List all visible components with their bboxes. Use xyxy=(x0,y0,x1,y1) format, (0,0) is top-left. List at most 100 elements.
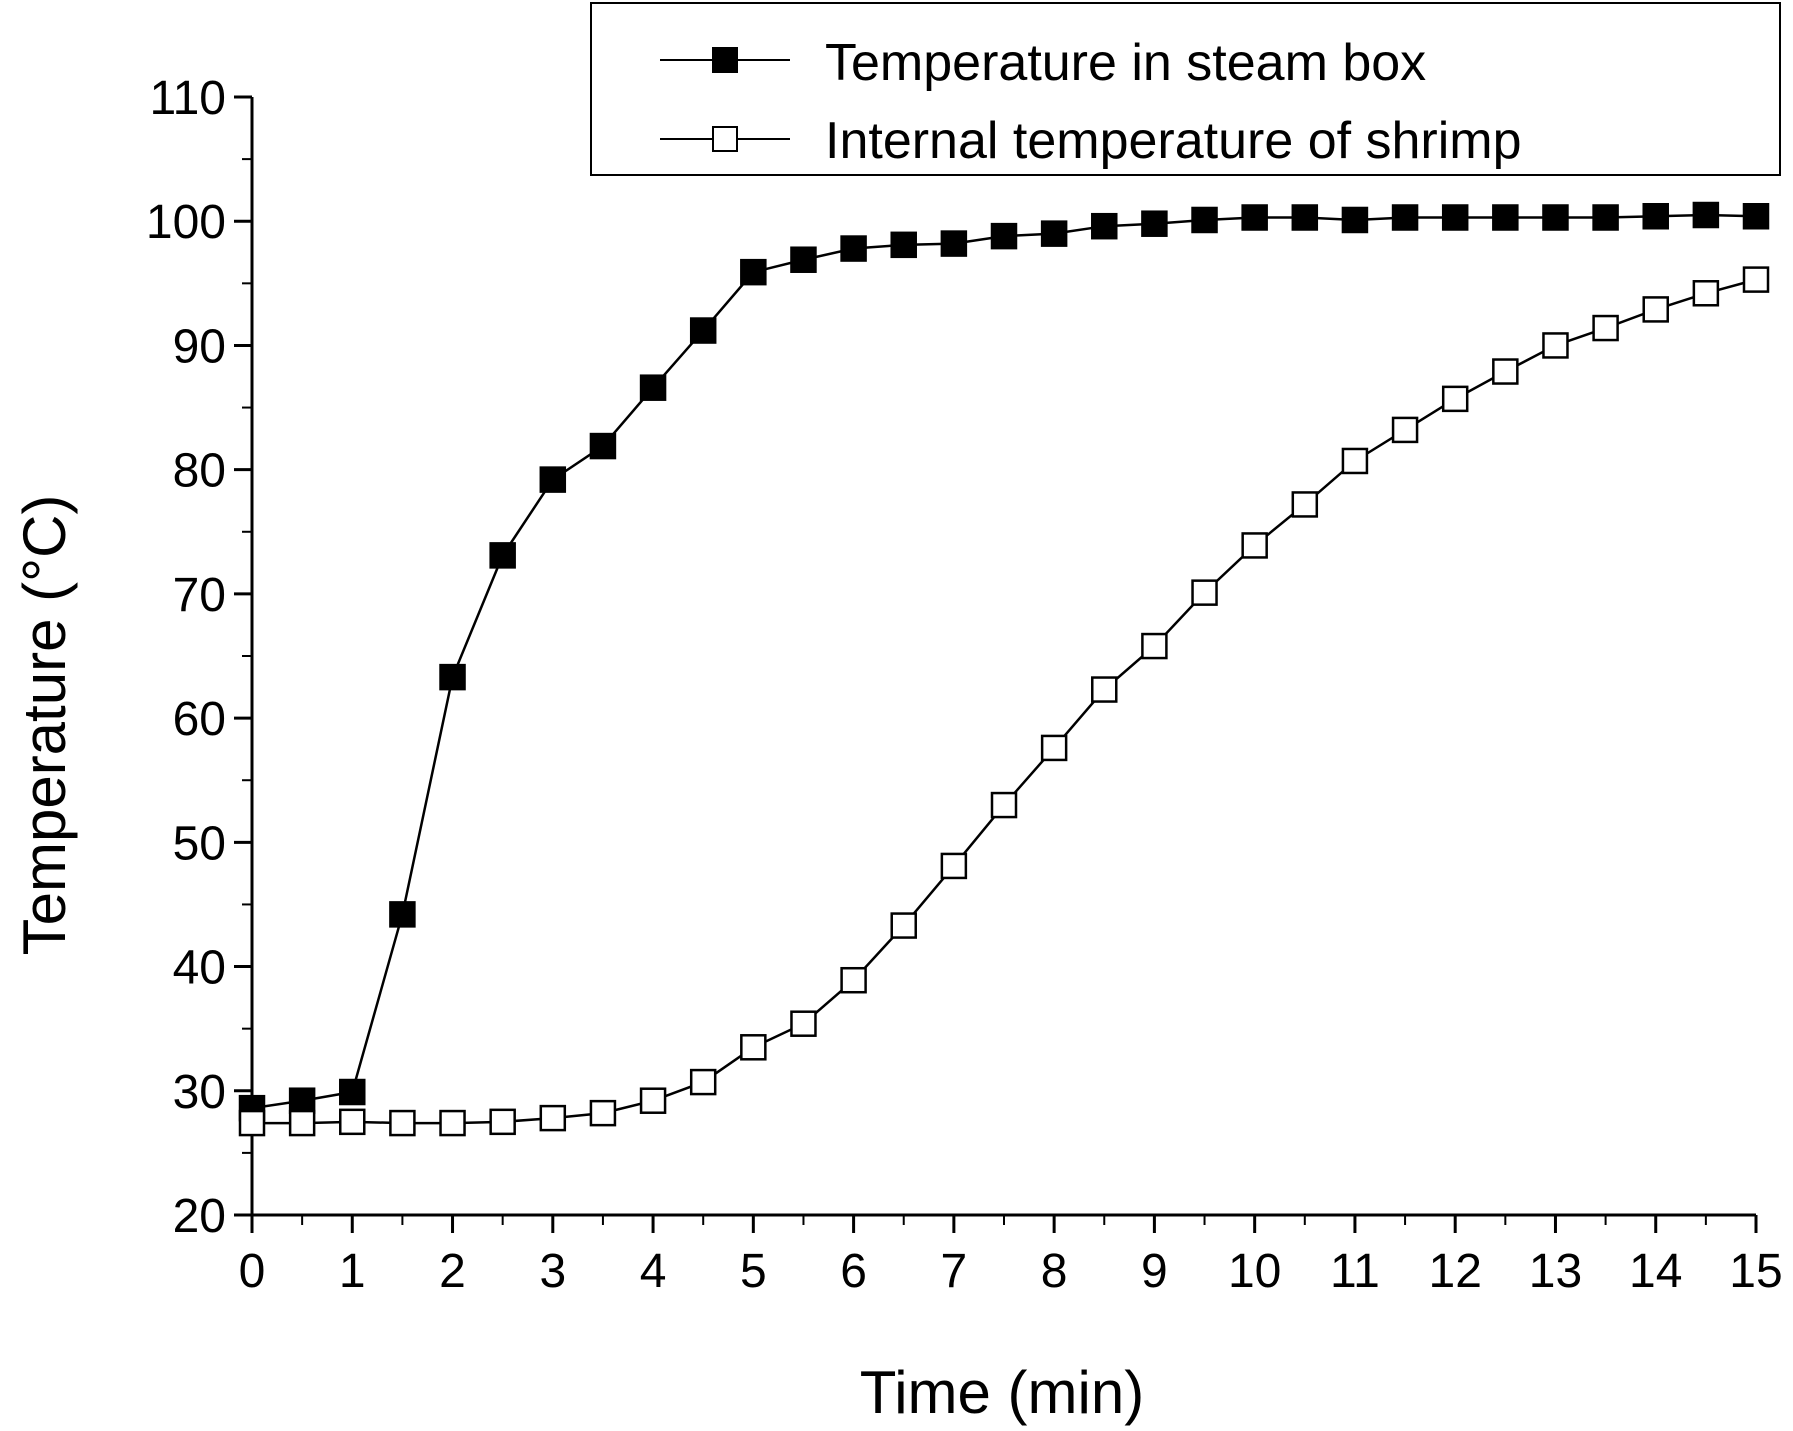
data-point xyxy=(288,1087,316,1114)
data-point xyxy=(1642,203,1669,230)
x-tick-label: 11 xyxy=(1330,1245,1380,1298)
series-line xyxy=(252,278,1757,1125)
legend-marker-shrimp xyxy=(712,126,738,152)
x-tick-label: 12 xyxy=(1429,1245,1482,1298)
data-point xyxy=(1241,204,1268,231)
y-tick-label: 110 xyxy=(149,72,226,125)
data-point xyxy=(940,230,968,257)
data-point xyxy=(539,1104,567,1132)
data-point xyxy=(389,1109,416,1137)
data-point xyxy=(288,1109,316,1137)
data-point xyxy=(1241,532,1268,559)
y-axis-label: Temperature (°C) xyxy=(11,495,78,956)
data-point xyxy=(439,1109,466,1137)
data-point xyxy=(1291,204,1319,231)
x-tick-label: 14 xyxy=(1629,1245,1682,1298)
data-point xyxy=(639,374,667,401)
data-point xyxy=(1441,385,1469,413)
data-point xyxy=(1592,314,1619,342)
legend-box xyxy=(590,2,1781,176)
data-point xyxy=(339,1078,366,1106)
data-point xyxy=(790,246,817,273)
y-tick-label: 20 xyxy=(173,1190,226,1243)
data-point xyxy=(689,317,717,344)
data-point xyxy=(1542,332,1569,359)
data-point xyxy=(689,1068,717,1096)
y-tick-label: 30 xyxy=(173,1066,226,1119)
legend-label-steam-box: Temperature in steam box xyxy=(825,34,1426,92)
x-tick-label: 5 xyxy=(740,1245,767,1298)
y-tick-label: 50 xyxy=(173,817,226,870)
data-point xyxy=(339,1108,366,1136)
data-point xyxy=(439,663,466,691)
data-point xyxy=(890,231,917,259)
series-shrimp xyxy=(238,266,1770,1137)
x-tick-label: 10 xyxy=(1228,1245,1281,1298)
x-tick-label: 0 xyxy=(239,1245,266,1298)
data-point xyxy=(740,258,767,286)
x-tick-label: 13 xyxy=(1529,1245,1582,1298)
data-point xyxy=(1391,204,1419,231)
y-tick-label: 80 xyxy=(173,445,226,498)
data-point xyxy=(1341,447,1369,475)
data-point xyxy=(840,966,867,994)
data-point xyxy=(589,432,617,460)
series-layer xyxy=(238,201,1770,1137)
data-point xyxy=(890,912,917,939)
x-tick-label: 6 xyxy=(840,1245,867,1298)
x-tick-label: 7 xyxy=(941,1245,968,1298)
data-point xyxy=(1742,203,1770,230)
data-point xyxy=(539,466,567,493)
x-tick-label: 15 xyxy=(1729,1245,1782,1298)
data-point xyxy=(990,222,1018,250)
data-point xyxy=(1441,204,1469,231)
data-point xyxy=(1692,280,1720,307)
y-tick-label: 90 xyxy=(173,320,226,373)
data-point xyxy=(589,1099,617,1127)
data-point xyxy=(1091,676,1118,703)
series-steam-box xyxy=(238,201,1770,1122)
data-point xyxy=(1492,358,1519,385)
data-point xyxy=(1141,210,1168,237)
data-point xyxy=(1692,201,1720,229)
data-point xyxy=(489,1108,516,1136)
legend-marker-steam-box xyxy=(712,47,738,73)
data-point xyxy=(1742,266,1770,293)
data-point xyxy=(1040,734,1068,762)
data-point xyxy=(1592,204,1619,231)
data-point xyxy=(1542,204,1569,231)
x-tick-label: 8 xyxy=(1041,1245,1068,1298)
y-tick-label: 100 xyxy=(146,196,226,249)
data-point xyxy=(1291,491,1319,518)
data-point xyxy=(1091,212,1118,240)
x-tick-label: 4 xyxy=(640,1245,667,1298)
data-point xyxy=(790,1010,817,1037)
data-point xyxy=(1141,632,1168,660)
data-point xyxy=(1341,206,1369,234)
data-point xyxy=(1492,204,1519,231)
data-point xyxy=(489,542,516,569)
y-tick-label: 70 xyxy=(173,569,226,622)
data-point xyxy=(840,235,867,262)
data-point xyxy=(238,1109,266,1137)
data-point xyxy=(1642,296,1669,323)
data-point xyxy=(1391,416,1419,444)
legend-label-shrimp: Internal temperature of shrimp xyxy=(825,112,1522,170)
data-point xyxy=(940,852,968,880)
data-point xyxy=(1191,206,1218,234)
data-point xyxy=(740,1034,767,1061)
y-tick-label: 60 xyxy=(173,693,226,746)
data-point xyxy=(389,901,416,928)
data-point xyxy=(1040,220,1068,247)
y-tick-label: 40 xyxy=(173,942,226,995)
legend: Temperature in steam box Internal temper… xyxy=(590,2,1781,176)
data-point xyxy=(990,791,1018,819)
x-axis-label: Time (min) xyxy=(860,1359,1144,1426)
x-tick-label: 2 xyxy=(439,1245,466,1298)
x-tick-label: 1 xyxy=(339,1245,366,1298)
series-line xyxy=(251,213,1757,1110)
x-tick-label: 3 xyxy=(539,1245,566,1298)
data-point xyxy=(639,1087,667,1114)
